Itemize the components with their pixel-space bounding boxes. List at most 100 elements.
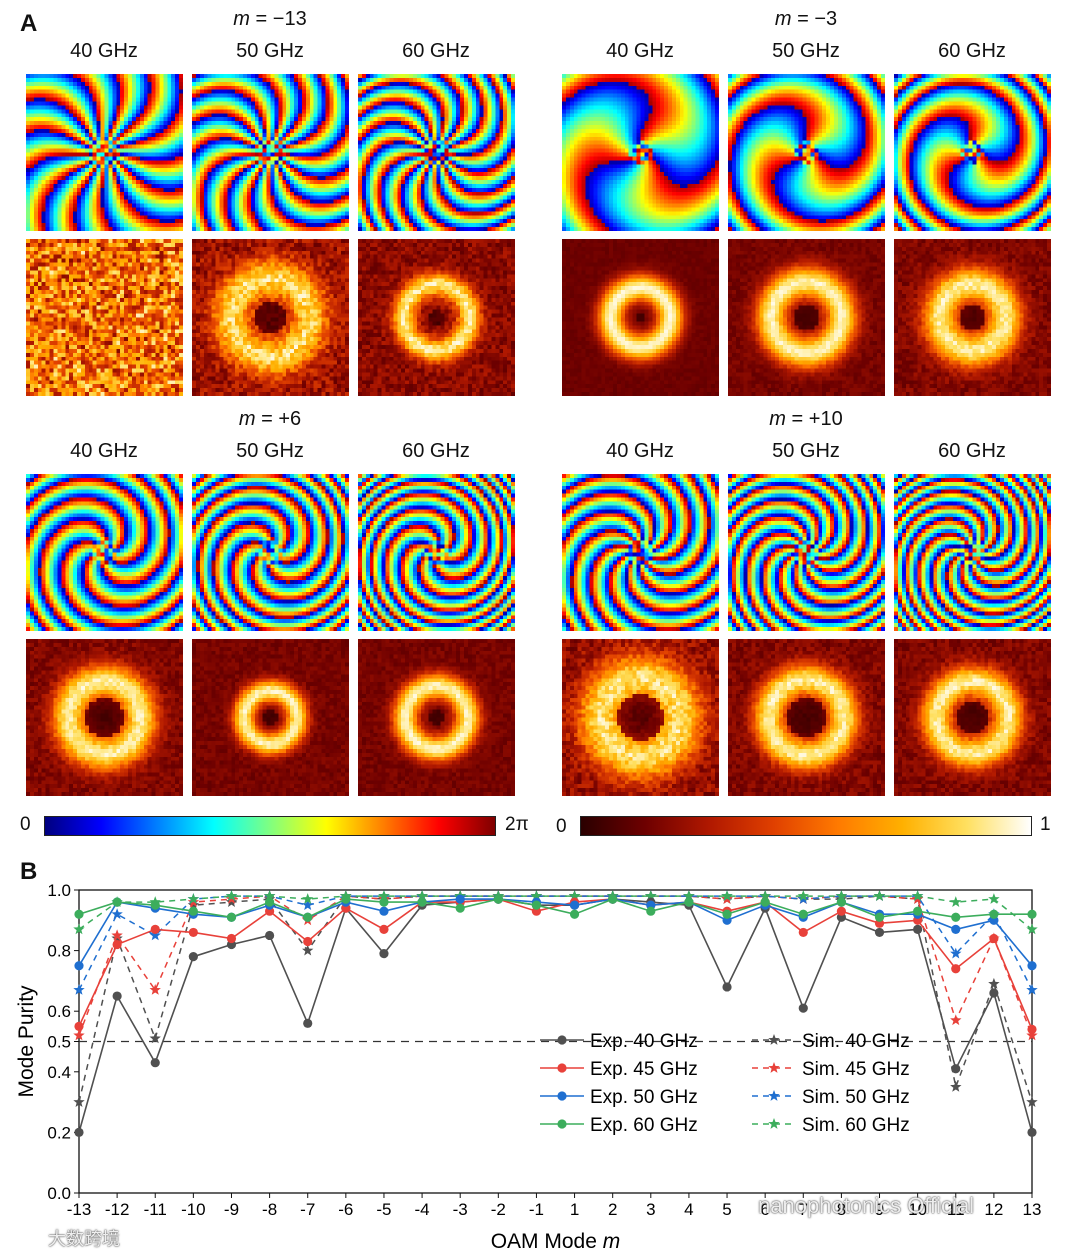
series-line-1 <box>78 898 1033 1030</box>
intensity-map <box>26 239 183 396</box>
data-point <box>874 912 885 922</box>
data-point <box>416 890 428 901</box>
intensity-map <box>358 239 515 396</box>
y-tick-label: 1.0 <box>47 881 71 900</box>
data-point <box>721 890 733 901</box>
frequency-label: 40 GHz <box>560 40 720 63</box>
y-tick-label: 0.6 <box>47 1002 71 1021</box>
x-tick-label: 5 <box>722 1200 731 1219</box>
x-tick-label: 10 <box>908 1200 927 1219</box>
data-point <box>379 906 389 916</box>
legend-marker <box>557 1091 567 1101</box>
intensity-map <box>358 639 515 796</box>
data-point <box>950 947 962 959</box>
data-point <box>950 1080 962 1092</box>
frequency-label: 60 GHz <box>892 440 1052 463</box>
data-point <box>303 1018 313 1028</box>
x-tick-label: -11 <box>144 1200 167 1219</box>
phase-map <box>562 74 719 231</box>
x-tick-label: 2 <box>608 1200 617 1219</box>
frequency-label: 50 GHz <box>726 440 886 463</box>
data-point <box>302 899 314 910</box>
data-point <box>188 927 198 938</box>
mode-label-variable: m <box>775 8 792 30</box>
mode-label-0: m = −13 <box>170 8 370 31</box>
mode-label-variable: m <box>769 408 786 430</box>
x-axis-label-text: OAM Mode <box>491 1230 603 1253</box>
frequency-label: 50 GHz <box>726 40 886 63</box>
x-tick-label: -12 <box>105 1200 130 1219</box>
series-line-0 <box>78 898 1033 1133</box>
data-point <box>950 896 962 907</box>
data-point <box>646 906 656 916</box>
x-tick-label: -3 <box>453 1200 468 1219</box>
intensity-map <box>192 239 349 396</box>
data-point <box>263 890 276 901</box>
legend-marker <box>768 1118 780 1129</box>
data-point <box>493 894 503 904</box>
data-point <box>417 897 427 907</box>
data-point <box>1026 1096 1038 1107</box>
frequency-label: 50 GHz <box>190 440 350 463</box>
data-point <box>835 890 848 901</box>
data-point <box>188 906 198 916</box>
data-point <box>568 890 581 901</box>
data-point <box>1026 923 1038 935</box>
data-point <box>265 930 275 941</box>
data-point <box>112 939 122 950</box>
x-tick-label: -9 <box>224 1200 239 1219</box>
data-point <box>226 933 237 944</box>
x-tick-label: 9 <box>875 1200 884 1219</box>
data-point <box>569 900 580 910</box>
data-point <box>911 890 924 901</box>
data-point <box>950 1014 962 1026</box>
data-point <box>150 924 160 934</box>
data-point <box>303 912 313 922</box>
data-point <box>379 949 389 959</box>
data-point <box>1026 984 1038 995</box>
data-point <box>531 900 542 910</box>
data-point <box>913 906 923 916</box>
frequency-label: 50 GHz <box>190 40 350 63</box>
data-point <box>874 927 885 938</box>
x-tick-label: -4 <box>415 1200 430 1219</box>
phase-map <box>26 74 183 231</box>
data-point <box>988 893 1000 904</box>
phase-map <box>728 474 885 631</box>
legend-label: Exp. 45 GHz <box>590 1059 698 1080</box>
data-point <box>951 964 961 974</box>
y-tick-label: 0.5 <box>47 1033 71 1052</box>
data-point <box>988 977 1000 989</box>
intensity-map <box>562 639 719 796</box>
legend-label: Exp. 40 GHz <box>590 1031 698 1052</box>
phase-map <box>26 474 183 631</box>
intensity-map <box>728 239 885 396</box>
data-point <box>379 924 389 934</box>
legend-label: Sim. 60 GHz <box>802 1115 910 1136</box>
legend-marker <box>557 1035 567 1045</box>
phase-map <box>562 474 719 631</box>
panel-b-letter: B <box>20 858 37 886</box>
mode-label-1: m = −3 <box>706 8 906 31</box>
x-tick-label: 11 <box>947 1200 965 1219</box>
x-tick-label: 3 <box>646 1200 655 1219</box>
data-point <box>73 1029 85 1041</box>
data-point <box>1027 1024 1037 1034</box>
x-tick-label: -6 <box>338 1200 353 1219</box>
data-point <box>760 897 770 907</box>
x-tick-label: 8 <box>837 1200 846 1219</box>
data-point <box>150 900 160 910</box>
data-point <box>759 890 771 901</box>
phase-map <box>358 474 515 631</box>
watermark-left: 大数跨境 <box>48 1225 120 1251</box>
data-point <box>455 894 465 904</box>
intensity-map <box>728 639 885 796</box>
x-tick-label: -2 <box>491 1200 506 1219</box>
data-point <box>73 984 85 995</box>
data-point <box>836 897 847 907</box>
data-point <box>1027 1127 1037 1137</box>
data-point <box>798 1003 808 1013</box>
phase-map <box>894 474 1051 631</box>
frequency-label: 60 GHz <box>892 40 1052 63</box>
x-tick-label: -10 <box>181 1200 206 1219</box>
